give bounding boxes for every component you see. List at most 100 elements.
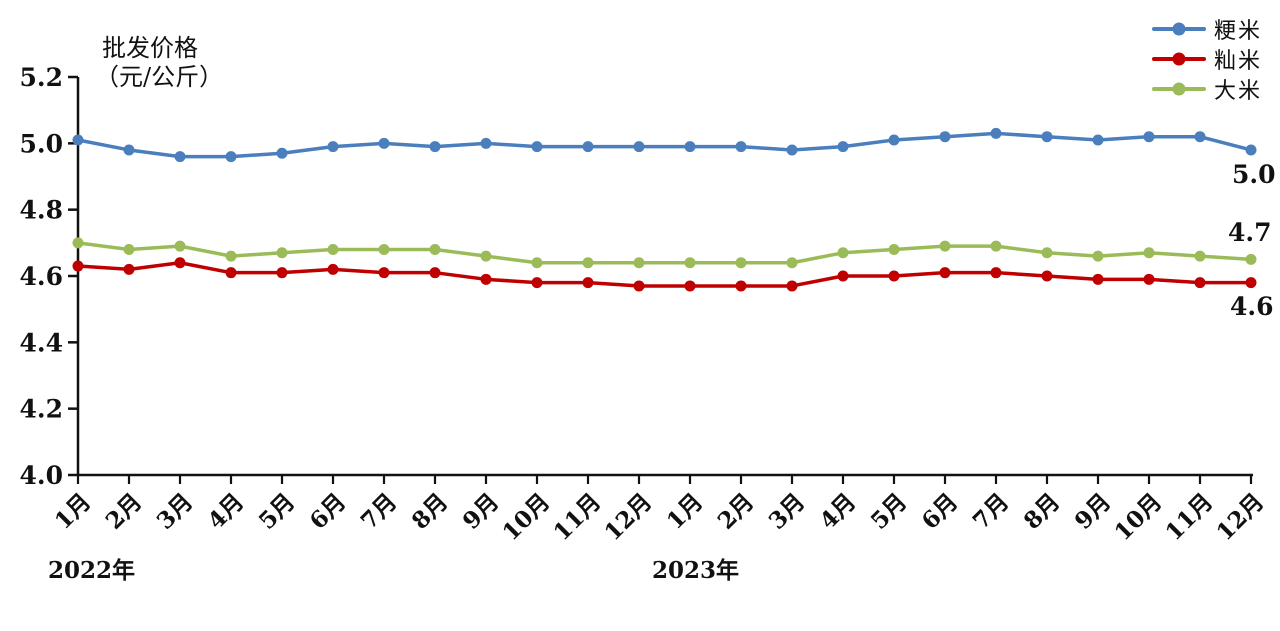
y-tick-label: 5.0 [20, 129, 64, 158]
data-point-jingmi [1092, 134, 1104, 146]
x-tick-label: 6月 [305, 488, 352, 535]
data-point-xianmi [276, 267, 288, 279]
data-point-jingmi [276, 147, 288, 159]
data-point-xianmi [225, 267, 237, 279]
x-tick-label: 7月 [968, 488, 1015, 535]
data-point-xianmi [1041, 270, 1053, 282]
data-point-dami [990, 240, 1002, 252]
legend-label: 粳米 [1214, 19, 1263, 44]
legend-item-xianmi: 籼米 [1152, 44, 1262, 74]
x-tick-label: 10月 [497, 488, 555, 546]
legend-line-marker-icon [1152, 22, 1206, 36]
data-point-jingmi [888, 134, 900, 146]
y-tick-label: 5.2 [20, 63, 64, 92]
y-axis-title: 批发价格 （元/公斤） [95, 34, 223, 92]
data-point-dami [123, 243, 135, 255]
data-point-xianmi [1143, 273, 1155, 285]
year-label-2022: 2022年 [48, 557, 136, 584]
data-point-dami [1041, 247, 1053, 259]
data-point-jingmi [225, 151, 237, 163]
data-point-jingmi [1143, 131, 1155, 143]
x-tick-label: 3月 [152, 488, 199, 535]
data-point-dami [72, 237, 84, 249]
data-point-dami [429, 243, 441, 255]
x-tick-label: 1月 [50, 488, 97, 535]
data-point-xianmi [939, 267, 951, 279]
legend-item-dami: 大米 [1152, 74, 1262, 104]
end-value-label-xianmi: 4.6 [1230, 292, 1274, 321]
x-tick-label: 3月 [764, 488, 811, 535]
x-tick-label: 8月 [1019, 488, 1066, 535]
legend-dot-icon [1172, 82, 1186, 96]
data-point-dami [1194, 250, 1206, 262]
data-point-xianmi [174, 257, 186, 269]
x-tick-label: 5月 [254, 488, 301, 535]
x-tick-label: 2月 [101, 488, 148, 535]
data-point-dami [174, 240, 186, 252]
data-point-dami [531, 257, 543, 269]
end-value-label-dami: 4.7 [1228, 218, 1272, 247]
data-point-dami [633, 257, 645, 269]
data-point-xianmi [582, 277, 594, 289]
x-tick-label: 1月 [662, 488, 709, 535]
y-tick-label: 4.4 [20, 328, 64, 357]
x-tick-label: 7月 [356, 488, 403, 535]
data-point-dami [1143, 247, 1155, 259]
data-point-dami [225, 250, 237, 262]
data-point-dami [735, 257, 747, 269]
data-point-jingmi [327, 141, 339, 153]
data-point-dami [1092, 250, 1104, 262]
data-point-jingmi [837, 141, 849, 153]
end-value-label-jingmi: 5.0 [1232, 160, 1276, 189]
data-point-dami [582, 257, 594, 269]
y-tick-label: 4.6 [20, 262, 64, 291]
data-point-jingmi [72, 134, 84, 146]
data-point-dami [684, 257, 696, 269]
x-tick-label: 12月 [599, 488, 657, 546]
series-line-jingmi [76, 131, 1253, 159]
data-point-jingmi [123, 144, 135, 156]
legend-label: 籼米 [1214, 49, 1263, 74]
data-point-xianmi [123, 263, 135, 275]
x-tick-label: 5月 [866, 488, 913, 535]
data-point-dami [939, 240, 951, 252]
x-tick-label: 6月 [917, 488, 964, 535]
data-point-xianmi [1092, 273, 1104, 285]
data-point-jingmi [735, 141, 747, 153]
data-point-xianmi [1194, 277, 1206, 289]
data-point-jingmi [1194, 131, 1206, 143]
data-point-jingmi [582, 141, 594, 153]
data-point-xianmi [837, 270, 849, 282]
data-point-dami [888, 243, 900, 255]
data-point-xianmi [990, 267, 1002, 279]
x-tick-label: 11月 [1160, 488, 1218, 546]
y-tick-label: 4.0 [20, 461, 64, 490]
series-line-dami [76, 241, 1253, 265]
legend-dot-icon [1172, 22, 1186, 36]
data-point-jingmi [378, 137, 390, 149]
x-tick-label: 11月 [548, 488, 606, 546]
data-point-jingmi [531, 141, 543, 153]
data-point-dami [480, 250, 492, 262]
data-point-xianmi [1245, 277, 1257, 289]
data-point-xianmi [888, 270, 900, 282]
data-point-jingmi [633, 141, 645, 153]
data-point-xianmi [786, 280, 798, 292]
x-tick-label: 2月 [713, 488, 760, 535]
data-point-jingmi [990, 127, 1002, 139]
data-point-xianmi [72, 260, 84, 272]
x-tick-label: 4月 [815, 488, 862, 535]
legend-dot-icon [1172, 52, 1186, 66]
series-line-xianmi [76, 260, 1253, 288]
x-tick-label: 4月 [203, 488, 250, 535]
data-point-xianmi [378, 267, 390, 279]
data-point-xianmi [633, 280, 645, 292]
data-point-jingmi [939, 131, 951, 143]
data-point-xianmi [429, 267, 441, 279]
data-point-jingmi [429, 141, 441, 153]
data-point-jingmi [1041, 131, 1053, 143]
data-point-xianmi [531, 277, 543, 289]
data-point-dami [276, 247, 288, 259]
